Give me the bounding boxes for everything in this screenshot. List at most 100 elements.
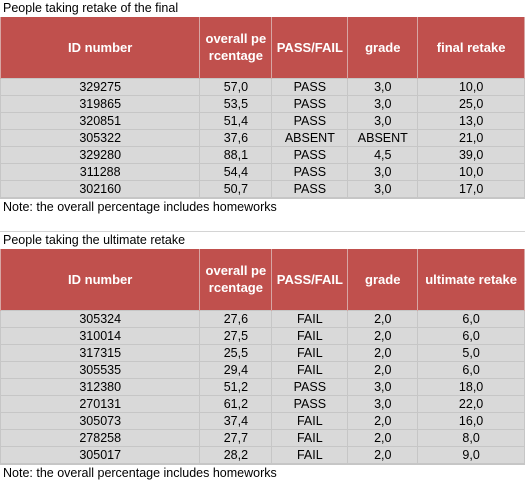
cell-overall-percentage[interactable]: 51,4 bbox=[199, 111, 273, 130]
cell-pass-fail[interactable]: PASS bbox=[271, 94, 349, 113]
header-grade[interactable]: grade bbox=[347, 17, 419, 78]
cell-pass-fail[interactable]: FAIL bbox=[271, 360, 349, 379]
cell-retake-score[interactable]: 5,0 bbox=[417, 343, 525, 362]
cell-grade[interactable]: 3,0 bbox=[347, 377, 419, 396]
cell-overall-percentage[interactable]: 88,1 bbox=[199, 145, 273, 164]
cell-id-number[interactable]: 310014 bbox=[0, 326, 201, 345]
cell-id-number[interactable]: 305535 bbox=[0, 360, 201, 379]
cell-overall-percentage[interactable]: 27,5 bbox=[199, 326, 273, 345]
cell-pass-fail[interactable]: PASS bbox=[271, 111, 349, 130]
cell-id-number[interactable]: 319865 bbox=[0, 94, 201, 113]
cell-id-number[interactable]: 320851 bbox=[0, 111, 201, 130]
cell-overall-percentage[interactable]: 29,4 bbox=[199, 360, 273, 379]
cell-grade[interactable]: 2,0 bbox=[347, 360, 419, 379]
cell-grade[interactable]: 2,0 bbox=[347, 309, 419, 328]
cell-retake-score[interactable]: 6,0 bbox=[417, 326, 525, 345]
table1-note-cell[interactable]: Note: the overall percentage includes ho… bbox=[0, 198, 525, 215]
header-overall-percentage[interactable]: overall percentage bbox=[199, 249, 273, 310]
table1-title-cell[interactable]: People taking retake of the final bbox=[0, 0, 525, 17]
table1-final-retake: ID number overall percentage PASS/FAIL g… bbox=[0, 17, 525, 198]
cell-id-number[interactable]: 317315 bbox=[0, 343, 201, 362]
cell-grade[interactable]: 2,0 bbox=[347, 445, 419, 464]
table1-note: Note: the overall percentage includes ho… bbox=[3, 200, 277, 214]
cell-overall-percentage[interactable]: 54,4 bbox=[199, 162, 273, 181]
cell-grade[interactable]: 3,0 bbox=[347, 77, 419, 96]
header-overall-percentage[interactable]: overall percentage bbox=[199, 17, 273, 78]
cell-pass-fail[interactable]: FAIL bbox=[271, 445, 349, 464]
cell-grade[interactable]: 3,0 bbox=[347, 94, 419, 113]
cell-pass-fail[interactable]: FAIL bbox=[271, 309, 349, 328]
cell-retake-score[interactable]: 16,0 bbox=[417, 411, 525, 430]
header-pass-fail[interactable]: PASS/FAIL bbox=[271, 17, 349, 78]
header-ultimate-retake[interactable]: ultimate retake bbox=[417, 249, 525, 310]
cell-id-number[interactable]: 305322 bbox=[0, 128, 201, 147]
table-row: 270131 61,2 PASS 3,0 22,0 bbox=[0, 394, 525, 413]
cell-overall-percentage[interactable]: 57,0 bbox=[199, 77, 273, 96]
cell-retake-score[interactable]: 6,0 bbox=[417, 360, 525, 379]
cell-retake-score[interactable]: 17,0 bbox=[417, 179, 525, 198]
cell-pass-fail[interactable]: ABSENT bbox=[271, 128, 349, 147]
cell-overall-percentage[interactable]: 27,7 bbox=[199, 428, 273, 447]
cell-overall-percentage[interactable]: 28,2 bbox=[199, 445, 273, 464]
cell-grade[interactable]: ABSENT bbox=[347, 128, 419, 147]
cell-overall-percentage[interactable]: 51,2 bbox=[199, 377, 273, 396]
cell-grade[interactable]: 3,0 bbox=[347, 111, 419, 130]
cell-retake-score[interactable]: 13,0 bbox=[417, 111, 525, 130]
cell-grade[interactable]: 2,0 bbox=[347, 411, 419, 430]
cell-pass-fail[interactable]: FAIL bbox=[271, 428, 349, 447]
cell-retake-score[interactable]: 9,0 bbox=[417, 445, 525, 464]
cell-id-number[interactable]: 305073 bbox=[0, 411, 201, 430]
header-id-number[interactable]: ID number bbox=[0, 249, 201, 310]
cell-id-number[interactable]: 278258 bbox=[0, 428, 201, 447]
cell-overall-percentage[interactable]: 25,5 bbox=[199, 343, 273, 362]
cell-grade[interactable]: 3,0 bbox=[347, 179, 419, 198]
cell-retake-score[interactable]: 22,0 bbox=[417, 394, 525, 413]
cell-overall-percentage[interactable]: 37,6 bbox=[199, 128, 273, 147]
cell-id-number[interactable]: 312380 bbox=[0, 377, 201, 396]
cell-retake-score[interactable]: 39,0 bbox=[417, 145, 525, 164]
empty-row[interactable] bbox=[0, 215, 525, 232]
cell-pass-fail[interactable]: FAIL bbox=[271, 343, 349, 362]
header-id-number[interactable]: ID number bbox=[0, 17, 201, 78]
cell-retake-score[interactable]: 8,0 bbox=[417, 428, 525, 447]
cell-grade[interactable]: 2,0 bbox=[347, 343, 419, 362]
cell-overall-percentage[interactable]: 53,5 bbox=[199, 94, 273, 113]
cell-overall-percentage[interactable]: 61,2 bbox=[199, 394, 273, 413]
header-pass-fail[interactable]: PASS/FAIL bbox=[271, 249, 349, 310]
cell-id-number[interactable]: 311288 bbox=[0, 162, 201, 181]
cell-grade[interactable]: 4,5 bbox=[347, 145, 419, 164]
cell-pass-fail[interactable]: PASS bbox=[271, 179, 349, 198]
cell-retake-score[interactable]: 18,0 bbox=[417, 377, 525, 396]
cell-retake-score[interactable]: 6,0 bbox=[417, 309, 525, 328]
header-grade[interactable]: grade bbox=[347, 249, 419, 310]
cell-id-number[interactable]: 305017 bbox=[0, 445, 201, 464]
cell-pass-fail[interactable]: FAIL bbox=[271, 411, 349, 430]
header-final-retake[interactable]: final retake bbox=[417, 17, 525, 78]
cell-id-number[interactable]: 305324 bbox=[0, 309, 201, 328]
cell-grade[interactable]: 3,0 bbox=[347, 162, 419, 181]
cell-pass-fail[interactable]: PASS bbox=[271, 145, 349, 164]
cell-overall-percentage[interactable]: 37,4 bbox=[199, 411, 273, 430]
table-row: 311288 54,4 PASS 3,0 10,0 bbox=[0, 162, 525, 181]
cell-id-number[interactable]: 329280 bbox=[0, 145, 201, 164]
cell-pass-fail[interactable]: PASS bbox=[271, 394, 349, 413]
cell-grade[interactable]: 2,0 bbox=[347, 428, 419, 447]
cell-retake-score[interactable]: 10,0 bbox=[417, 162, 525, 181]
cell-overall-percentage[interactable]: 50,7 bbox=[199, 179, 273, 198]
cell-pass-fail[interactable]: PASS bbox=[271, 162, 349, 181]
table-row: 319865 53,5 PASS 3,0 25,0 bbox=[0, 94, 525, 113]
cell-grade[interactable]: 2,0 bbox=[347, 326, 419, 345]
cell-overall-percentage[interactable]: 27,6 bbox=[199, 309, 273, 328]
cell-pass-fail[interactable]: PASS bbox=[271, 77, 349, 96]
table2-note-cell[interactable]: Note: the overall percentage includes ho… bbox=[0, 464, 525, 481]
cell-id-number[interactable]: 270131 bbox=[0, 394, 201, 413]
table2-title-cell[interactable]: People taking the ultimate retake bbox=[0, 232, 525, 249]
cell-retake-score[interactable]: 25,0 bbox=[417, 94, 525, 113]
cell-grade[interactable]: 3,0 bbox=[347, 394, 419, 413]
cell-id-number[interactable]: 302160 bbox=[0, 179, 201, 198]
cell-retake-score[interactable]: 10,0 bbox=[417, 77, 525, 96]
cell-pass-fail[interactable]: PASS bbox=[271, 377, 349, 396]
cell-retake-score[interactable]: 21,0 bbox=[417, 128, 525, 147]
cell-pass-fail[interactable]: FAIL bbox=[271, 326, 349, 345]
cell-id-number[interactable]: 329275 bbox=[0, 77, 201, 96]
